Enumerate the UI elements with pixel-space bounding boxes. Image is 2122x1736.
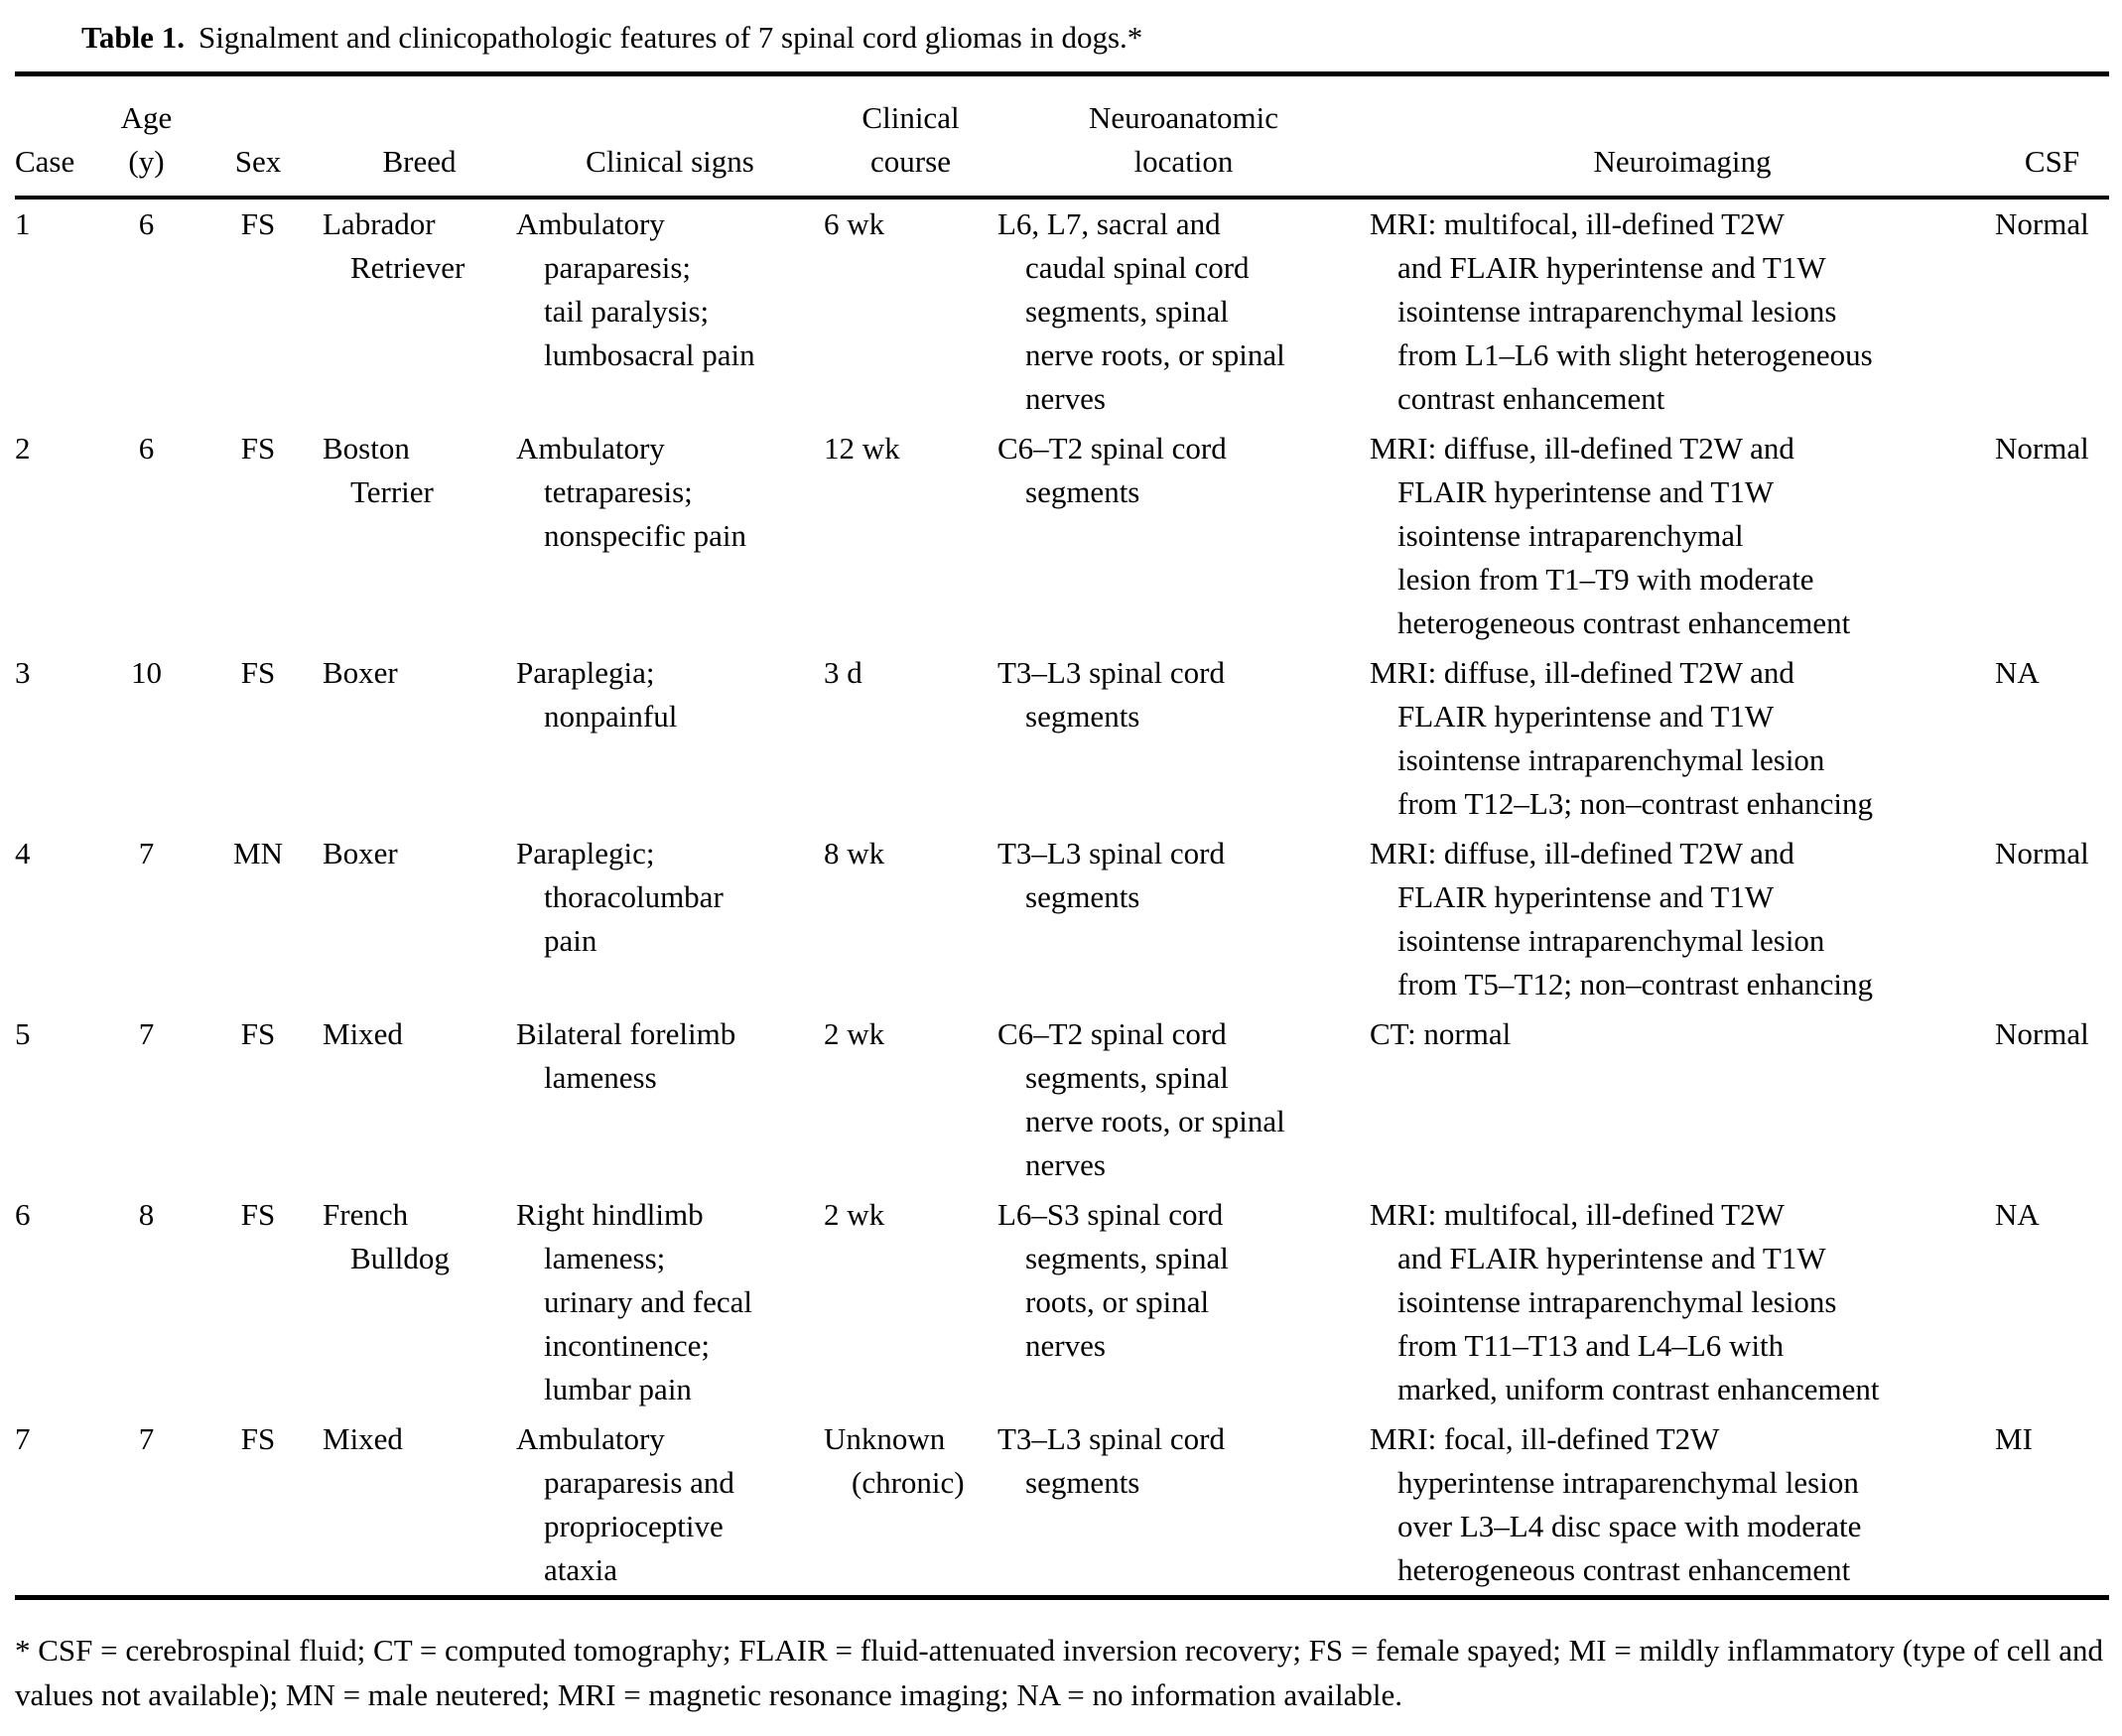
cell-clinical-signs: Right hindlimb lameness; urinary and fec…	[516, 1197, 752, 1406]
column-header-csf: CSF	[2024, 144, 2080, 179]
cell-csf: NA	[1995, 655, 2040, 690]
cell-sex: FS	[240, 1421, 276, 1456]
table-row: 2 6 FS Boston Terrier Ambulatory tetrapa…	[15, 424, 2109, 648]
table-row: 5 7 FS Mixed Bilateral forelimb lameness…	[15, 1009, 2109, 1190]
cell-breed: French Bulldog	[323, 1197, 450, 1275]
cell-clinical-course: 2 wk	[824, 1197, 885, 1232]
cell-case: 2	[15, 431, 31, 466]
column-header-age: Age (y)	[120, 100, 173, 179]
cell-sex: MN	[233, 836, 283, 870]
cell-sex: FS	[240, 431, 276, 466]
cell-sex: FS	[240, 1016, 276, 1051]
cell-clinical-signs: Ambulatory paraparesis and proprioceptiv…	[516, 1421, 734, 1587]
column-header-case: Case	[15, 144, 75, 179]
cell-age: 6	[138, 206, 155, 241]
table-footnote: * CSF = cerebrospinal fluid; CT = comput…	[15, 1633, 2103, 1712]
cell-neuroanatomic-location: T3–L3 spinal cord segments	[997, 836, 1226, 914]
cell-clinical-signs: Paraplegic; thoracolumbar pain	[516, 836, 724, 958]
column-header-clinical-course: Clinical course	[862, 100, 960, 179]
cell-breed: Boxer	[323, 655, 398, 690]
cell-csf: Normal	[1995, 836, 2089, 870]
column-header-neuroimaging: Neuroimaging	[1593, 144, 1772, 179]
cell-sex: FS	[240, 206, 276, 241]
cell-age: 7	[138, 1016, 155, 1051]
cell-csf: MI	[1995, 1421, 2033, 1456]
cell-clinical-signs: Paraplegia; nonpainful	[516, 655, 678, 734]
table-number-label: Table 1.	[81, 20, 185, 55]
cell-neuroanatomic-location: L6, L7, sacral and caudal spinal cord se…	[997, 206, 1285, 416]
cell-breed: Boston Terrier	[323, 431, 434, 509]
table-row: 6 8 FS French Bulldog Right hindlimb lam…	[15, 1190, 2109, 1414]
cell-clinical-course: 6 wk	[824, 206, 885, 241]
table-caption-text: Signalment and clinicopathologic feature…	[198, 20, 1143, 55]
cell-csf: Normal	[1995, 1016, 2089, 1051]
cell-case: 6	[15, 1197, 31, 1232]
cell-breed: Labrador Retriever	[323, 206, 465, 285]
cell-neuroanatomic-location: C6–T2 spinal cord segments	[997, 431, 1227, 509]
cell-clinical-course: 2 wk	[824, 1016, 885, 1051]
table-row: 3 10 FS Boxer Paraplegia; nonpainful 3 d…	[15, 648, 2109, 829]
cell-clinical-course: Unknown (chronic)	[824, 1421, 965, 1500]
cell-neuroimaging: MRI: diffuse, ill-defined T2W and FLAIR …	[1370, 655, 1873, 821]
column-header-sex: Sex	[234, 144, 282, 179]
cell-neuroanatomic-location: C6–T2 spinal cord segments, spinal nerve…	[997, 1016, 1285, 1182]
cell-age: 6	[138, 431, 155, 466]
cell-neuroanatomic-location: L6–S3 spinal cord segments, spinal roots…	[997, 1197, 1229, 1363]
cell-age: 8	[138, 1197, 155, 1232]
cell-neuroanatomic-location: T3–L3 spinal cord segments	[997, 655, 1226, 734]
table-row: 7 7 FS Mixed Ambulatory paraparesis and …	[15, 1414, 2109, 1598]
cell-neuroanatomic-location: T3–L3 spinal cord segments	[997, 1421, 1226, 1500]
cell-age: 7	[138, 1421, 155, 1456]
cell-neuroimaging: MRI: multifocal, ill-defined T2W and FLA…	[1370, 206, 1873, 416]
cell-case: 1	[15, 206, 31, 241]
table-header-row: Case Age (y) Sex Breed Clinical signs Cl…	[15, 73, 2109, 198]
cell-sex: FS	[240, 1197, 276, 1232]
table-row: 4 7 MN Boxer Paraplegic; thoracolumbar p…	[15, 829, 2109, 1009]
cell-age: 7	[138, 836, 155, 870]
cell-breed: Mixed	[323, 1016, 403, 1051]
table-row: 1 6 FS Labrador Retriever Ambulatory par…	[15, 198, 2109, 424]
cell-csf: Normal	[1995, 206, 2089, 241]
cell-neuroimaging: CT: normal	[1370, 1016, 1512, 1051]
cell-csf: NA	[1995, 1197, 2040, 1232]
cell-clinical-course: 8 wk	[824, 836, 885, 870]
cell-clinical-signs: Bilateral forelimb lameness	[516, 1016, 736, 1095]
cell-age: 10	[131, 655, 162, 690]
table-title: Table 1. Signalment and clinicopathologic…	[81, 16, 2109, 60]
cell-neuroimaging: MRI: focal, ill-defined T2W hyperintense…	[1370, 1421, 1862, 1587]
cell-breed: Mixed	[323, 1421, 403, 1456]
cell-case: 4	[15, 836, 31, 870]
cell-sex: FS	[240, 655, 276, 690]
column-header-clinical-signs: Clinical signs	[586, 144, 754, 179]
cell-case: 3	[15, 655, 31, 690]
column-header-neuroanatomic-location: Neuroanatomic location	[1088, 100, 1279, 179]
cell-clinical-signs: Ambulatory tetraparesis; nonspecific pai…	[516, 431, 747, 553]
cell-csf: Normal	[1995, 431, 2089, 466]
signalment-table: Case Age (y) Sex Breed Clinical signs Cl…	[15, 71, 2109, 1600]
cell-neuroimaging: MRI: diffuse, ill-defined T2W and FLAIR …	[1370, 836, 1873, 1002]
cell-neuroimaging: MRI: diffuse, ill-defined T2W and FLAIR …	[1370, 431, 1851, 640]
cell-breed: Boxer	[323, 836, 398, 870]
cell-clinical-course: 12 wk	[824, 431, 900, 466]
cell-clinical-course: 3 d	[824, 655, 862, 690]
cell-clinical-signs: Ambulatory paraparesis; tail paralysis; …	[516, 206, 755, 372]
column-header-breed: Breed	[382, 144, 457, 179]
cell-case: 5	[15, 1016, 31, 1051]
cell-case: 7	[15, 1421, 31, 1456]
cell-neuroimaging: MRI: multifocal, ill-defined T2W and FLA…	[1370, 1197, 1880, 1406]
